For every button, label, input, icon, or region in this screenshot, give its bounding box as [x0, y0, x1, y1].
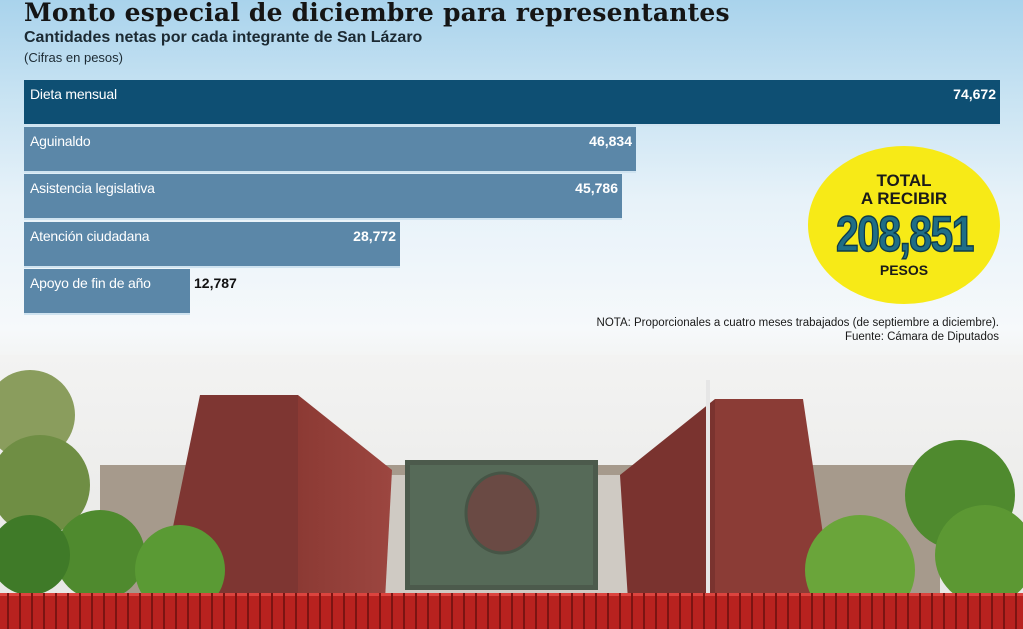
bar-value: 12,787 [194, 275, 237, 291]
bar-label: Atención ciudadana [30, 228, 150, 244]
note-text: NOTA: Proporcionales a cuatro meses trab… [596, 317, 999, 329]
bar-value: 46,834 [589, 133, 632, 149]
building-photo [0, 355, 1023, 629]
bar-asistencia-legislativa: Asistencia legislativa 45,786 [24, 174, 622, 220]
bar-label: Aguinaldo [30, 133, 91, 149]
total-unit: PESOS [879, 262, 929, 278]
bar-value: 28,772 [353, 228, 396, 244]
bar-label: Dieta mensual [30, 86, 117, 102]
bar-dieta-mensual: Dieta mensual 74,672 [24, 80, 1000, 126]
chart-title: Monto especial de diciembre para represe… [24, 0, 730, 27]
total-label-line2: A RECIBIR [860, 189, 948, 208]
total-label-line1: TOTAL [876, 171, 932, 190]
bar-value: 45,786 [575, 180, 618, 196]
bar-apoyo-fin-de-ano: Apoyo de fin de año 12,787 [24, 269, 237, 315]
bar-label: Asistencia legislativa [30, 180, 155, 196]
bar-label: Apoyo de fin de año [30, 275, 151, 291]
total-badge: TOTAL A RECIBIR 208,851 PESOS [808, 146, 1000, 304]
source-text: Fuente: Cámara de Diputados [844, 331, 999, 343]
total-amount: 208,851 [835, 206, 975, 262]
bar-aguinaldo: Aguinaldo 46,834 [24, 127, 636, 173]
units-label: (Cifras en pesos) [24, 50, 123, 65]
chart-subtitle: Cantidades netas por cada integrante de … [24, 29, 423, 46]
bar-atencion-ciudadana: Atención ciudadana 28,772 [24, 222, 400, 268]
footnote: NOTA: Proporcionales a cuatro meses trab… [597, 316, 999, 344]
bar-value: 74,672 [953, 86, 996, 102]
building-illustration [0, 355, 1023, 629]
